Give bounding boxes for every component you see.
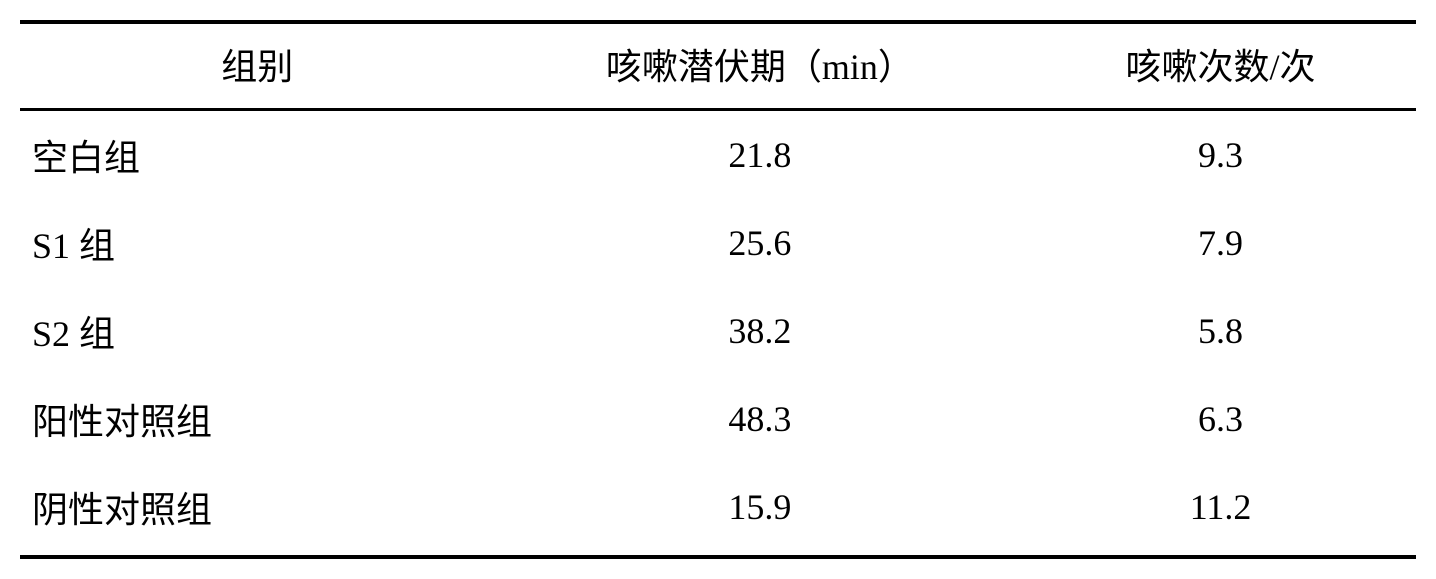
cell-group: 空白组 [20,110,495,200]
cell-group: 阴性对照组 [20,463,495,557]
col-header-count: 咳嗽次数/次 [1025,22,1416,110]
table-row: 阳性对照组 48.3 6.3 [20,375,1416,463]
cell-count: 9.3 [1025,110,1416,200]
cell-group: S1 组 [20,199,495,287]
data-table: 组别 咳嗽潜伏期（min） 咳嗽次数/次 空白组 21.8 9.3 S1 组 2… [20,20,1416,559]
table-row: S2 组 38.2 5.8 [20,287,1416,375]
cell-latency: 21.8 [495,110,1025,200]
cell-group: 阳性对照组 [20,375,495,463]
table-header-row: 组别 咳嗽潜伏期（min） 咳嗽次数/次 [20,22,1416,110]
cell-group: S2 组 [20,287,495,375]
table-row: 空白组 21.8 9.3 [20,110,1416,200]
cell-count: 5.8 [1025,287,1416,375]
col-header-group: 组别 [20,22,495,110]
col-header-latency: 咳嗽潜伏期（min） [495,22,1025,110]
table-row: 阴性对照组 15.9 11.2 [20,463,1416,557]
cell-count: 11.2 [1025,463,1416,557]
cell-count: 7.9 [1025,199,1416,287]
cell-latency: 15.9 [495,463,1025,557]
table-row: S1 组 25.6 7.9 [20,199,1416,287]
cell-count: 6.3 [1025,375,1416,463]
data-table-container: 组别 咳嗽潜伏期（min） 咳嗽次数/次 空白组 21.8 9.3 S1 组 2… [20,20,1416,559]
cell-latency: 38.2 [495,287,1025,375]
cell-latency: 25.6 [495,199,1025,287]
cell-latency: 48.3 [495,375,1025,463]
